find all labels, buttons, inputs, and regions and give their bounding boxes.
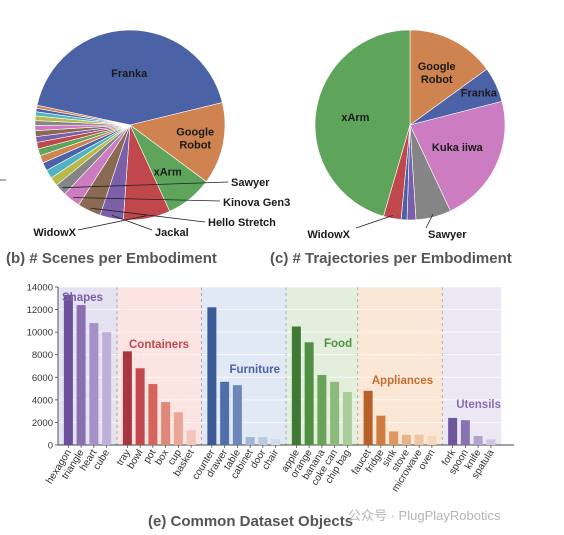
bar-knife	[473, 435, 483, 445]
group-title-containers: Containers	[129, 339, 189, 351]
leader-line	[111, 215, 153, 231]
bar-box	[161, 402, 171, 445]
leader-line	[355, 215, 393, 229]
bar-microwave	[414, 434, 424, 445]
bar-stove	[401, 434, 411, 445]
bar-counter	[207, 307, 217, 445]
caption-trajectories: (c) # Trajectories per Embodiment	[270, 250, 512, 267]
pie-label-widowx: WidowX	[33, 227, 76, 239]
pie-label-sawyer: Sawyer	[231, 177, 270, 189]
pie-label-franka: Franka	[111, 68, 148, 80]
bar-sink	[389, 431, 399, 445]
pie-label-kinova-gen3: Kinova Gen3	[223, 197, 290, 209]
bar-tray	[122, 351, 132, 445]
bar-chair	[271, 439, 281, 445]
bar-drawer	[220, 381, 230, 445]
group-title-food: Food	[324, 338, 352, 350]
bar-door	[258, 437, 268, 445]
y-tick-label: 10000	[27, 328, 53, 339]
y-tick-label: 4000	[32, 395, 53, 406]
bar-hexagon	[63, 294, 73, 445]
bar-orange	[304, 342, 314, 445]
pie-slice	[36, 104, 131, 126]
pie-label-google-robot: Google	[176, 127, 214, 139]
pie-label-xarm: xArm	[341, 112, 369, 124]
bar-coke-can	[330, 381, 340, 445]
bar-cabinet	[245, 437, 255, 445]
group-title-shapes: Shapes	[62, 292, 103, 304]
group-title-furniture: Furniture	[230, 364, 280, 376]
pie-label-google-robot: Google	[418, 61, 456, 73]
bar-oven	[427, 435, 437, 445]
pie-label-kuka-iiwa: Kuka iiwa	[432, 142, 484, 154]
caption-objects: (e) Common Dataset Objects	[148, 513, 354, 530]
bar-basket	[186, 430, 196, 445]
bar-pot	[148, 384, 158, 445]
bar-cup	[173, 412, 183, 445]
pie-label-sawyer: Sawyer	[428, 229, 467, 241]
bar-chip-bag	[342, 391, 352, 445]
caption-scenes: (b) # Scenes per Embodiment	[6, 250, 217, 267]
watermark: 公众号 · PlugPlayRobotics	[348, 508, 501, 523]
y-tick-label: 0	[48, 441, 53, 452]
dataset-objects-bar-chart: 02000400060008000100001200014000hexagont…	[27, 283, 514, 494]
pie-label-google-robot: Robot	[421, 74, 453, 86]
bar-banana	[317, 375, 327, 445]
bar-cube	[102, 332, 112, 445]
bar-table	[232, 385, 242, 445]
y-tick-label: 6000	[32, 373, 53, 384]
pie-label-hello-stretch: Hello Stretch	[208, 217, 276, 229]
leader-line	[77, 215, 147, 231]
leader-line	[73, 197, 221, 202]
group-title-appliances: Appliances	[372, 375, 433, 387]
group-title-utensils: Utensils	[456, 399, 501, 411]
pie-label-franka: Franka	[461, 88, 498, 100]
bar-spoon	[460, 420, 470, 445]
pie-slice-franka	[36, 29, 223, 126]
y-tick-label: 12000	[27, 305, 53, 316]
bar-faucet	[363, 390, 373, 445]
bar-heart	[89, 323, 99, 445]
pie-slice-kuka-iiwa	[409, 101, 506, 212]
bar-bowl	[135, 368, 145, 445]
y-tick-label: 8000	[32, 350, 53, 361]
pie-slice-xarm	[314, 29, 411, 217]
leader-line	[425, 214, 434, 229]
pie-label-widowx: WidowX	[307, 229, 350, 241]
bar-triangle	[76, 305, 86, 445]
bar-apple	[291, 326, 301, 445]
y-tick-label: 14000	[27, 283, 53, 294]
pie-slice-google-robot	[129, 102, 226, 183]
bar-fridge	[376, 415, 386, 445]
pie-label-xarm: xArm	[154, 167, 182, 179]
bar-spatula	[486, 439, 496, 445]
leader-line	[62, 181, 229, 189]
leader-line	[90, 207, 206, 223]
y-tick-label: 2000	[32, 418, 53, 429]
pie-slice-google-robot	[409, 29, 488, 126]
bar-fork	[448, 417, 458, 445]
pie-label-jackal: Jackal	[155, 227, 189, 239]
pie-label-google-robot: Robot	[179, 140, 211, 152]
